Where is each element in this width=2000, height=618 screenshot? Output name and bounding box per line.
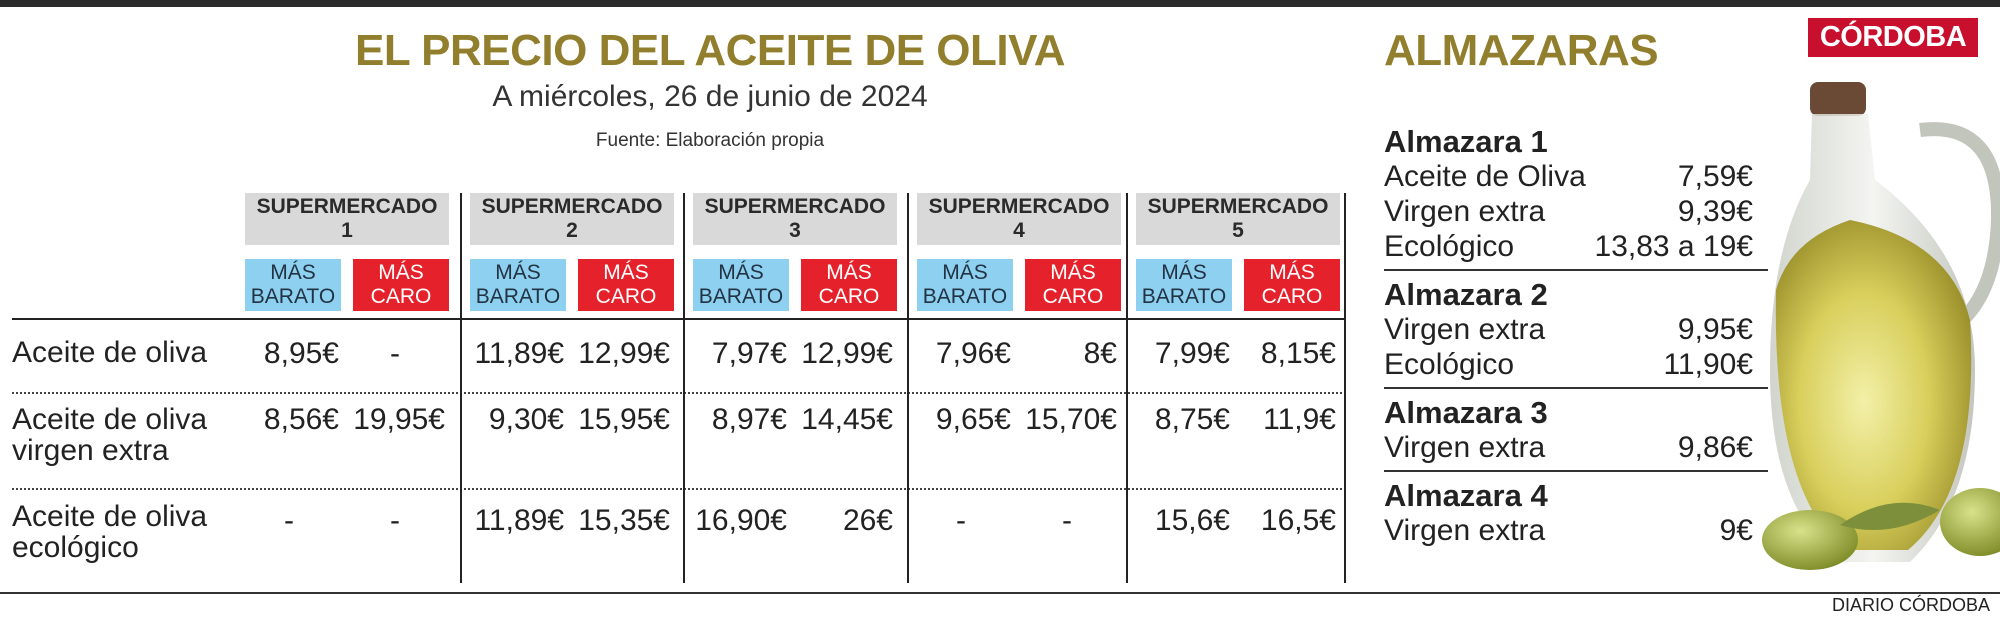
almazara-product: Ecológico xyxy=(1384,348,1515,381)
highest-price: 8€ xyxy=(1083,337,1117,370)
cheapest-price: 7,99€ xyxy=(1154,337,1230,370)
highest-price: 26€ xyxy=(842,504,893,537)
page-title: EL PRECIO DEL ACEITE DE OLIVA xyxy=(355,26,1065,75)
cheapest-price: - xyxy=(956,504,966,537)
olive-oil-bottle-image xyxy=(1762,82,2000,570)
almazaras-title: ALMAZARAS xyxy=(1384,26,1659,75)
highest-price: 14,45€ xyxy=(801,403,893,436)
most-expensive-tag: MÁS CARO xyxy=(578,259,674,311)
cheapest-tag: MÁS BARATO xyxy=(245,259,341,311)
almazara-product: Virgen extra xyxy=(1384,313,1546,346)
almazara-product: Aceite de Oliva xyxy=(1384,160,1586,193)
cordoba-logo: CÓRDOBA xyxy=(1808,18,1978,57)
almazara-product: Virgen extra xyxy=(1384,431,1546,464)
cheapest-tag: MÁS BARATO xyxy=(693,259,789,311)
most-expensive-tag: MÁS CARO xyxy=(801,259,897,311)
cheapest-price: 9,30€ xyxy=(488,403,564,436)
cheapest-price: 11,89€ xyxy=(474,337,564,370)
page-subtitle: A miércoles, 26 de junio de 2024 xyxy=(492,80,928,113)
column-divider xyxy=(907,193,909,583)
cheapest-price: 8,56€ xyxy=(263,403,339,436)
almazara-name: Almazara 1 xyxy=(1384,124,1548,159)
highest-price: 15,35€ xyxy=(578,504,670,537)
cheapest-tag: MÁS BARATO xyxy=(917,259,1013,311)
column-divider xyxy=(460,193,462,583)
supermarket-header: SUPERMERCADO 1 xyxy=(245,193,449,245)
almazara-price: 9€ xyxy=(1719,514,1753,547)
most-expensive-tag: MÁS CARO xyxy=(1244,259,1340,311)
most-expensive-tag: MÁS CARO xyxy=(353,259,449,311)
almazara-name: Almazara 3 xyxy=(1384,395,1548,430)
row-divider xyxy=(12,392,1346,394)
highest-price: - xyxy=(390,504,400,537)
cheapest-price: 11,89€ xyxy=(474,504,564,537)
highest-price: 11,9€ xyxy=(1263,403,1336,436)
most-expensive-tag: MÁS CARO xyxy=(1025,259,1121,311)
top-rule xyxy=(0,0,2000,7)
almazara-product: Virgen extra xyxy=(1384,195,1546,228)
supermarket-header: SUPERMERCADO 5 xyxy=(1136,193,1340,245)
cheapest-price: 15,6€ xyxy=(1154,504,1230,537)
almazara-price: 9,95€ xyxy=(1677,313,1753,346)
supermarket-header: SUPERMERCADO 4 xyxy=(917,193,1121,245)
almazara-price: 11,90€ xyxy=(1663,348,1753,381)
highest-price: 19,95€ xyxy=(353,403,445,436)
cork xyxy=(1810,82,1866,116)
highest-price: - xyxy=(1062,504,1072,537)
almazara-divider xyxy=(1384,387,1768,389)
column-divider xyxy=(683,193,685,583)
almazara-price: 13,83 a 19€ xyxy=(1594,230,1753,263)
cheapest-tag: MÁS BARATO xyxy=(470,259,566,311)
almazara-name: Almazara 2 xyxy=(1384,277,1548,312)
source-note: Fuente: Elaboración propia xyxy=(595,130,825,151)
cheapest-price: 7,96€ xyxy=(935,337,1011,370)
header-divider xyxy=(12,318,1346,320)
cheapest-price: 8,75€ xyxy=(1154,403,1230,436)
almazara-divider xyxy=(1384,470,1768,472)
almazara-divider xyxy=(1384,269,1768,271)
highest-price: 15,70€ xyxy=(1025,403,1117,436)
highest-price: 12,99€ xyxy=(801,337,893,370)
highest-price: 15,95€ xyxy=(578,403,670,436)
row-label: Aceite de oliva virgen extra xyxy=(12,403,208,467)
almazara-price: 9,86€ xyxy=(1677,431,1753,464)
cheapest-price: 8,97€ xyxy=(711,403,787,436)
almazara-name: Almazara 4 xyxy=(1384,478,1548,513)
cheapest-tag: MÁS BARATO xyxy=(1136,259,1232,311)
highest-price: 8,15€ xyxy=(1260,337,1336,370)
column-divider xyxy=(1344,193,1346,583)
supermarket-header: SUPERMERCADO 2 xyxy=(470,193,674,245)
supermarket-header: SUPERMERCADO 3 xyxy=(693,193,897,245)
cheapest-price: 8,95€ xyxy=(263,337,339,370)
column-divider xyxy=(1126,193,1128,583)
almazara-price: 9,39€ xyxy=(1677,195,1753,228)
footer-credit: DIARIO CÓRDOBA xyxy=(1831,595,1990,615)
row-label: Aceite de oliva xyxy=(12,336,208,369)
cheapest-price: 9,65€ xyxy=(935,403,1011,436)
olive xyxy=(1762,510,1858,570)
almazara-product: Virgen extra xyxy=(1384,514,1546,547)
highest-price: - xyxy=(390,337,400,370)
bottom-rule xyxy=(0,592,2000,594)
highest-price: 16,5€ xyxy=(1260,504,1336,537)
cheapest-price: 16,90€ xyxy=(695,504,787,537)
row-label: Aceite de oliva ecológico xyxy=(12,500,208,564)
row-divider xyxy=(12,488,1346,490)
almazara-product: Ecológico xyxy=(1384,230,1515,263)
olive-leaf xyxy=(1840,502,1940,530)
olive xyxy=(1940,488,2000,556)
almazara-price: 7,59€ xyxy=(1677,160,1753,193)
cheapest-price: - xyxy=(284,504,294,537)
highest-price: 12,99€ xyxy=(578,337,670,370)
cheapest-price: 7,97€ xyxy=(711,337,787,370)
